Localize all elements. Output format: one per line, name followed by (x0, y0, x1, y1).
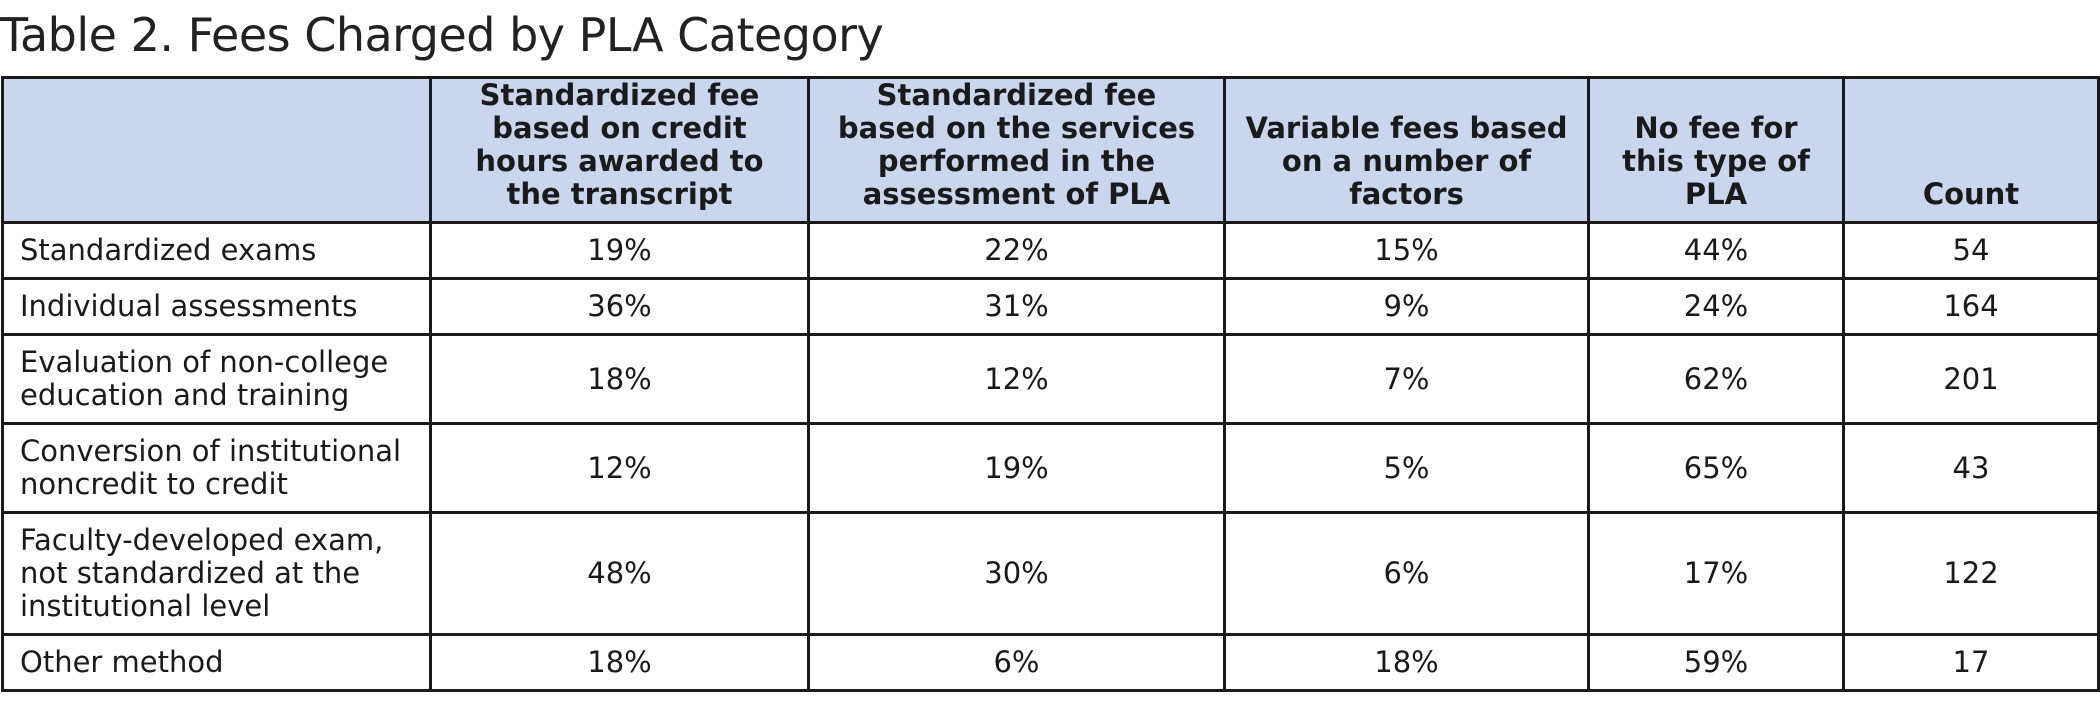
cell-count: 17 (1842, 633, 2100, 692)
header-credit-hours: Standardized fee based on credit hours a… (429, 76, 810, 224)
cell-credit-hours: 18% (429, 333, 810, 425)
cell-credit-hours: 19% (429, 221, 810, 280)
cell-no-fee: 24% (1587, 277, 1845, 336)
header-services: Standardized fee based on the services p… (807, 76, 1226, 224)
cell-credit-hours: 12% (429, 422, 810, 514)
cell-no-fee: 65% (1587, 422, 1845, 514)
fees-table: Standardized fee based on credit hours a… (1, 76, 2100, 692)
cell-count: 54 (1842, 221, 2100, 280)
table-row: Standardized exams 19% 22% 15% 44% 54 (1, 221, 2100, 280)
cell-variable: 5% (1223, 422, 1590, 514)
header-category (1, 76, 432, 224)
header-variable: Variable fees based on a number of facto… (1223, 76, 1590, 224)
table-row: Faculty-developed exam, not standardized… (1, 511, 2100, 636)
table-row: Other method 18% 6% 18% 59% 17 (1, 633, 2100, 692)
cell-variable: 7% (1223, 333, 1590, 425)
cell-count: 43 (1842, 422, 2100, 514)
table-header-row: Standardized fee based on credit hours a… (1, 76, 2100, 224)
row-category: Conversion of institutional noncredit to… (1, 422, 432, 514)
cell-services: 12% (807, 333, 1226, 425)
cell-services: 31% (807, 277, 1226, 336)
table-row: Individual assessments 36% 31% 9% 24% 16… (1, 277, 2100, 336)
header-count: Count (1842, 76, 2100, 224)
row-category: Individual assessments (1, 277, 432, 336)
cell-no-fee: 17% (1587, 511, 1845, 636)
row-category: Evaluation of non-college education and … (1, 333, 432, 425)
cell-services: 30% (807, 511, 1226, 636)
cell-variable: 9% (1223, 277, 1590, 336)
cell-credit-hours: 18% (429, 633, 810, 692)
cell-variable: 18% (1223, 633, 1590, 692)
cell-variable: 15% (1223, 221, 1590, 280)
table-row: Conversion of institutional noncredit to… (1, 422, 2100, 514)
cell-variable: 6% (1223, 511, 1590, 636)
cell-services: 6% (807, 633, 1226, 692)
table-title: Table 2. Fees Charged by PLA Category (0, 8, 884, 62)
cell-no-fee: 44% (1587, 221, 1845, 280)
row-category: Other method (1, 633, 432, 692)
header-no-fee: No fee for this type of PLA (1587, 76, 1845, 224)
row-category: Standardized exams (1, 221, 432, 280)
cell-count: 201 (1842, 333, 2100, 425)
cell-services: 22% (807, 221, 1226, 280)
cell-count: 122 (1842, 511, 2100, 636)
cell-credit-hours: 48% (429, 511, 810, 636)
cell-services: 19% (807, 422, 1226, 514)
cell-no-fee: 59% (1587, 633, 1845, 692)
cell-credit-hours: 36% (429, 277, 810, 336)
row-category: Faculty-developed exam, not standardized… (1, 511, 432, 636)
cell-no-fee: 62% (1587, 333, 1845, 425)
cell-count: 164 (1842, 277, 2100, 336)
table-row: Evaluation of non-college education and … (1, 333, 2100, 425)
